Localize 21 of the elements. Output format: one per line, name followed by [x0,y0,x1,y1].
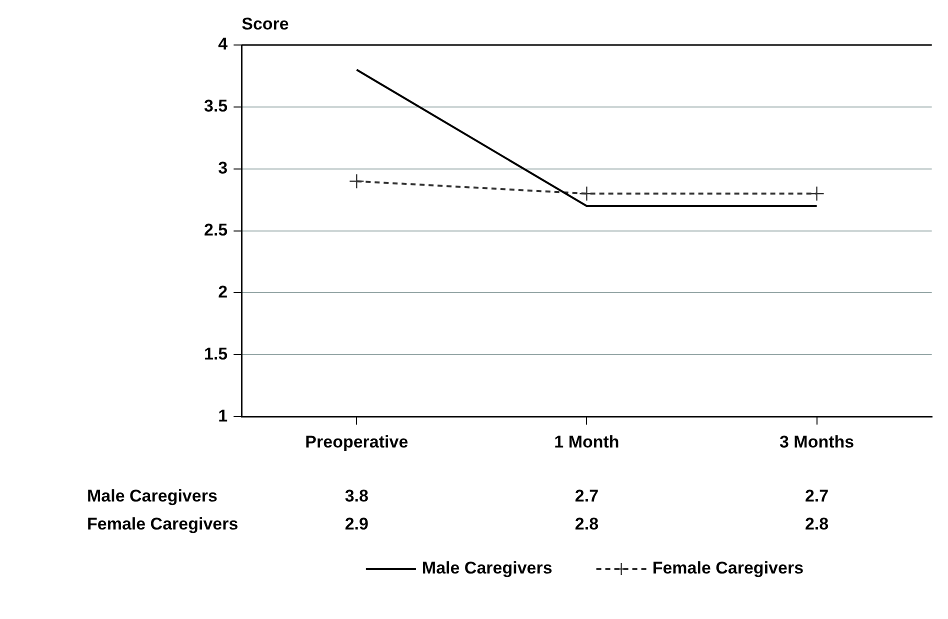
y-tick-label: 2.5 [204,220,228,240]
y-tick-label: 1.5 [204,344,228,364]
data-label: 3.8 [344,486,368,506]
y-tick-label: 3 [218,158,228,178]
y-axis-title: Score [242,14,289,34]
data-label: 2.7 [574,486,599,506]
data-label: 2.7 [804,486,829,506]
y-tick-label: 2 [218,282,228,302]
x-tick-label: 3 Months [779,432,854,452]
x-tick-label: Preoperative [305,432,408,452]
data-label: 2.9 [344,514,368,534]
y-tick-label: 4 [218,34,228,54]
x-tick-label: 1 Month [554,432,620,452]
legend-label: Female Caregivers [652,558,804,578]
y-tick-label: 3.5 [204,96,228,116]
legend-label: Male Caregivers [422,558,552,578]
y-tick-label: 1 [218,406,228,426]
text: Female Caregivers [87,514,238,534]
text: Male Caregivers [87,486,218,506]
data-label: 2.8 [574,514,599,534]
data-label: 2.8 [804,514,829,534]
